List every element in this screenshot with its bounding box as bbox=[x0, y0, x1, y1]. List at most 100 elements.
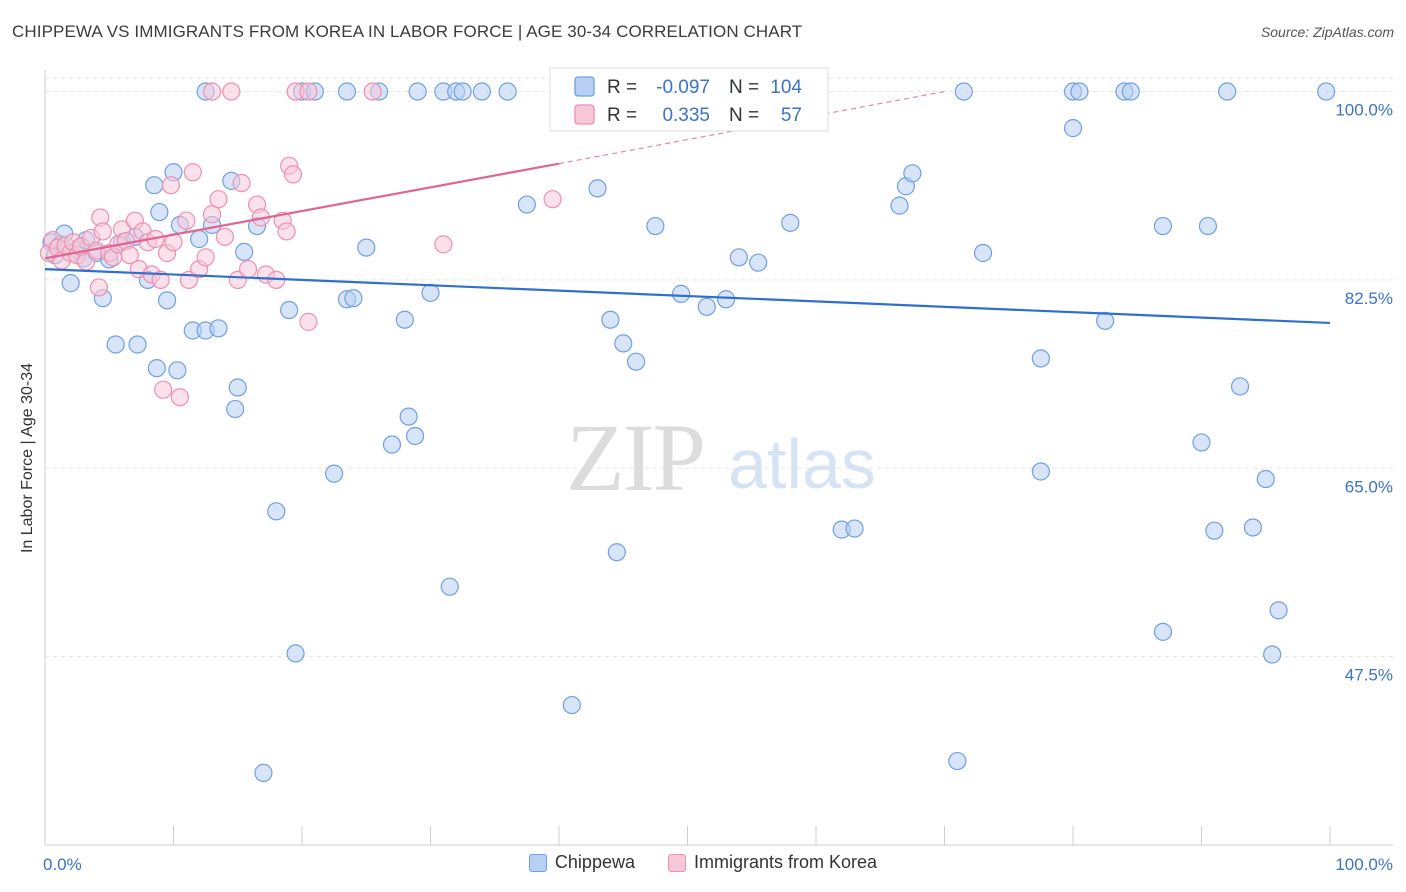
chippewa-point bbox=[254, 763, 273, 782]
chippewa-point bbox=[228, 378, 247, 397]
chippewa-point bbox=[1121, 82, 1140, 101]
axes: 47.5% 65.0% 82.5% 100.0% 0.0% 100.0% bbox=[43, 70, 1393, 874]
korea-point bbox=[238, 260, 258, 279]
chippewa-point bbox=[781, 213, 800, 232]
chippewa-point bbox=[1070, 82, 1089, 101]
watermark-zip: ZIP bbox=[566, 404, 704, 511]
korea-point bbox=[222, 82, 241, 101]
watermark-atlas: atlas bbox=[728, 425, 876, 503]
chippewa-point bbox=[145, 176, 164, 195]
chippewa-point bbox=[209, 319, 228, 338]
chippewa-point bbox=[1317, 82, 1336, 101]
chippewa-point bbox=[729, 248, 749, 267]
watermark: ZIP atlas bbox=[566, 404, 876, 511]
legend-label-chippewa: Chippewa bbox=[554, 852, 635, 872]
legend-swatch bbox=[574, 104, 595, 125]
data-points bbox=[39, 82, 1336, 782]
chippewa-point bbox=[517, 195, 536, 214]
chippewa-point bbox=[697, 297, 716, 316]
chippewa-point bbox=[601, 310, 620, 329]
legend-item-korea[interactable]: Immigrants from Korea bbox=[668, 852, 877, 873]
chippewa-point bbox=[453, 82, 472, 101]
chippewa-point bbox=[1205, 521, 1224, 540]
legend-item-chippewa[interactable]: Chippewa bbox=[528, 852, 635, 873]
chippewa-point bbox=[671, 284, 691, 303]
x-tick-label-min: 0.0% bbox=[43, 855, 82, 874]
korea-point bbox=[232, 173, 251, 193]
chippewa-point bbox=[1256, 469, 1275, 489]
korea-point bbox=[151, 270, 170, 289]
legend-r-value: -0.097 bbox=[656, 77, 710, 98]
korea-point bbox=[202, 82, 222, 101]
chippewa-point bbox=[472, 82, 491, 101]
korea-swatch bbox=[668, 853, 686, 872]
chippewa-swatch bbox=[528, 853, 547, 872]
legend-r-value: 0.335 bbox=[662, 105, 710, 126]
korea-point bbox=[277, 222, 296, 241]
source-credit: Source: ZipAtlas.com bbox=[1260, 24, 1394, 40]
chippewa-point bbox=[973, 243, 993, 263]
chippewa-point bbox=[948, 751, 967, 771]
chippewa-point bbox=[440, 577, 459, 596]
chippewa-point bbox=[607, 543, 626, 562]
trend-lines bbox=[44, 90, 1331, 325]
chippewa-point bbox=[168, 361, 187, 380]
chippewa-point bbox=[716, 290, 736, 309]
korea-point bbox=[196, 248, 215, 267]
legend-n-value: 57 bbox=[781, 105, 802, 126]
chippewa-point bbox=[382, 435, 402, 454]
chippewa-point bbox=[562, 695, 581, 715]
chippewa-point bbox=[190, 229, 209, 249]
chippewa-point bbox=[1031, 462, 1050, 481]
trend-line-chippewa bbox=[44, 268, 1331, 325]
chippewa-point bbox=[498, 82, 517, 101]
chippewa-point bbox=[646, 216, 665, 236]
chippewa-point bbox=[1153, 216, 1173, 236]
chippewa-point bbox=[150, 202, 169, 222]
chart-title: CHIPPEWA VS IMMIGRANTS FROM KOREA IN LAB… bbox=[12, 22, 803, 41]
y-tick-label: 47.5% bbox=[1345, 666, 1393, 685]
chippewa-point bbox=[61, 274, 80, 293]
chippewa-point bbox=[749, 253, 768, 272]
chippewa-point bbox=[421, 283, 440, 302]
legend-frame bbox=[549, 67, 829, 132]
x-tick-label-max: 100.0% bbox=[1335, 855, 1393, 874]
chippewa-point bbox=[626, 352, 646, 371]
legend-n-value: 104 bbox=[770, 77, 802, 98]
korea-point bbox=[215, 227, 234, 246]
korea-point bbox=[93, 222, 112, 241]
korea-point bbox=[283, 165, 303, 184]
korea-point bbox=[209, 190, 228, 209]
y-tick-label: 65.0% bbox=[1345, 477, 1393, 496]
chippewa-point bbox=[1153, 622, 1173, 641]
legend-label-korea: Immigrants from Korea bbox=[694, 852, 878, 872]
chippewa-point bbox=[1063, 119, 1083, 138]
chippewa-point bbox=[106, 335, 125, 354]
y-tick-label: 100.0% bbox=[1335, 101, 1393, 120]
chippewa-point bbox=[588, 179, 607, 198]
chippewa-point bbox=[280, 300, 299, 320]
korea-point bbox=[299, 82, 318, 101]
chippewa-point bbox=[267, 502, 286, 521]
korea-point bbox=[434, 235, 453, 254]
chippewa-point bbox=[1031, 349, 1050, 368]
legend-r-label: R = bbox=[607, 105, 637, 126]
gridlines bbox=[45, 77, 1393, 658]
chippewa-point bbox=[1263, 645, 1282, 664]
korea-point bbox=[177, 211, 196, 230]
legend-n-label: N = bbox=[729, 105, 759, 126]
korea-point bbox=[161, 176, 181, 195]
chippewa-point bbox=[325, 464, 344, 483]
korea-point bbox=[543, 190, 562, 209]
chippewa-point bbox=[147, 359, 166, 378]
chippewa-point bbox=[337, 82, 357, 101]
korea-point bbox=[89, 278, 109, 297]
trend-line-korea-extension bbox=[558, 90, 945, 165]
chippewa-point bbox=[235, 242, 254, 262]
korea-point bbox=[183, 163, 202, 182]
legend-n-label: N = bbox=[729, 77, 759, 98]
chippewa-point bbox=[157, 291, 177, 310]
legend-r-label: R = bbox=[607, 77, 637, 98]
chippewa-point bbox=[1243, 518, 1263, 537]
chippewa-point bbox=[128, 335, 147, 354]
